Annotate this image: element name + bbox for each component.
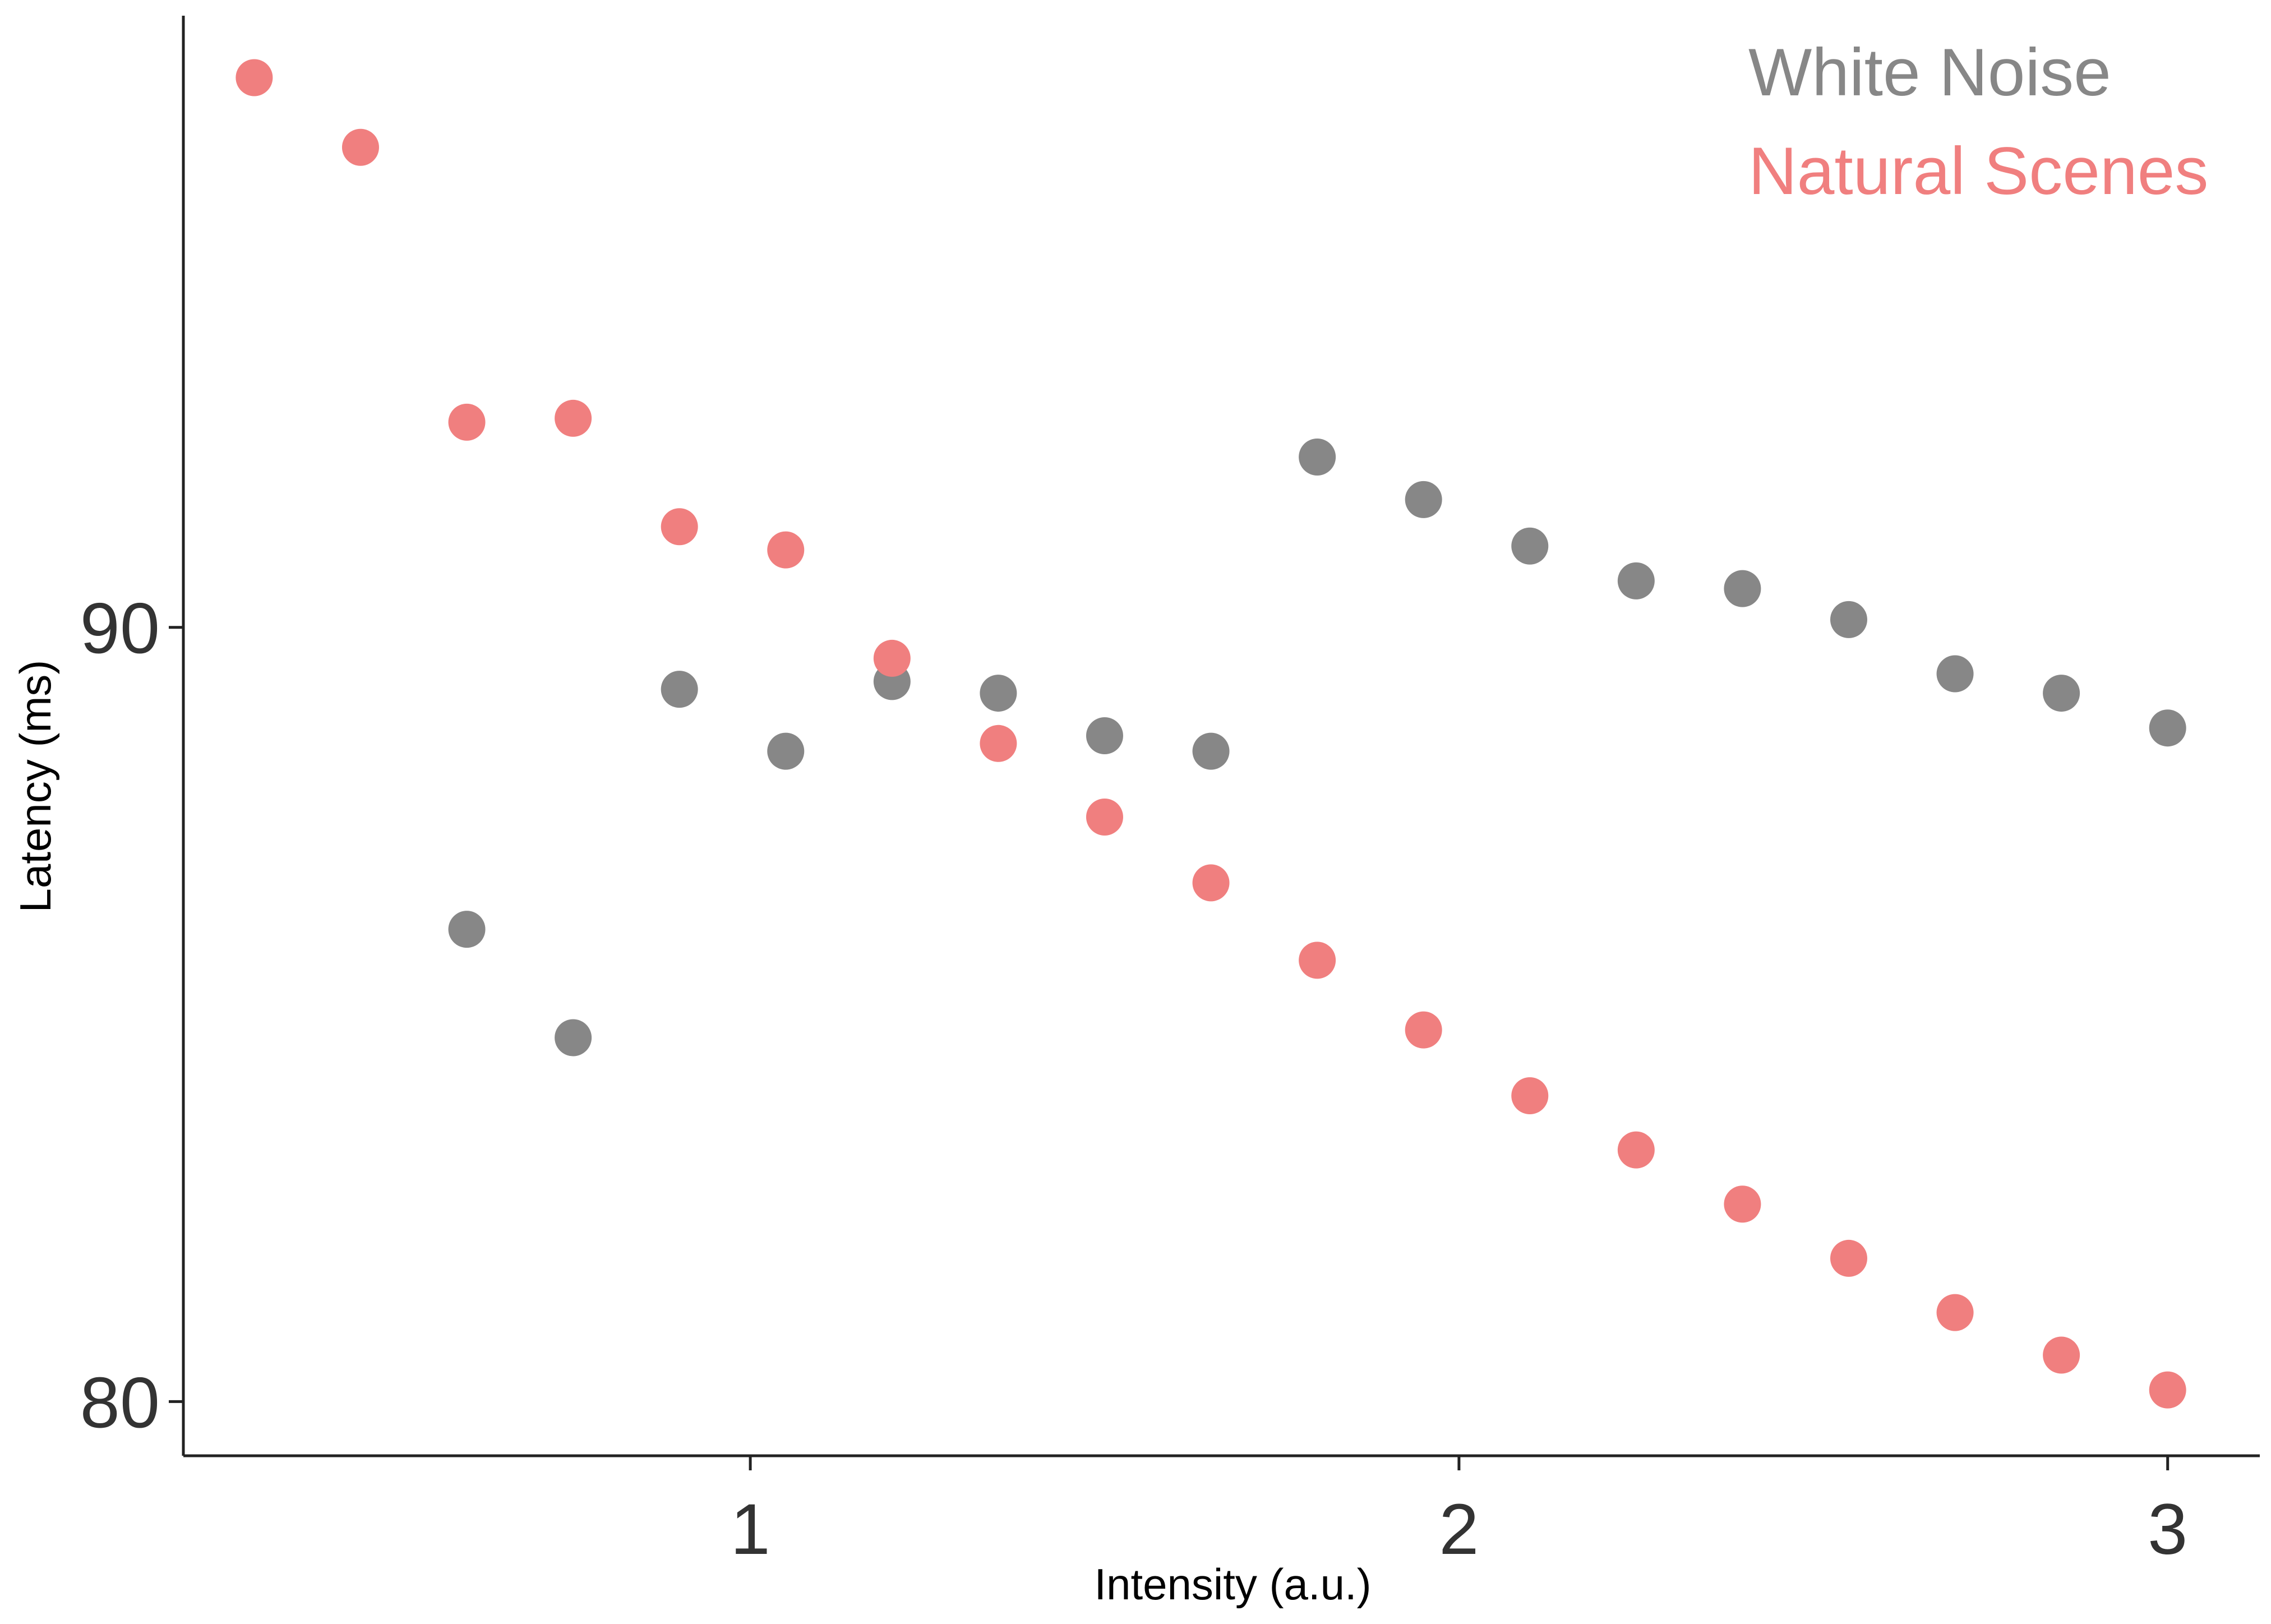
natural-scenes-point-3 [555,399,592,437]
natural-scenes-point-13 [1617,1131,1655,1169]
natural-scenes-point-15 [1830,1239,1867,1277]
y-tick-label-80: 80 [80,1363,160,1443]
natural-scenes-point-4 [661,508,698,546]
white-noise-point-11 [1617,562,1655,599]
natural-scenes-point-6 [873,639,911,677]
white-noise-point-2 [661,671,698,708]
white-noise-point-10 [1511,527,1549,565]
x-axis-ticks: 1 2 3 [730,1456,2187,1570]
natural-scenes-point-12 [1511,1077,1549,1114]
white-noise-point-12 [1724,570,1761,607]
white-noise-point-14 [1936,655,1974,693]
legend-entry-white-noise: White Noise [1748,35,2111,110]
legend-entry-natural-scenes: Natural Scenes [1748,133,2208,209]
natural-scenes-point-0 [236,59,273,96]
white-noise-point-0 [448,911,486,948]
x-tick-label-1: 1 [730,1489,770,1570]
x-tick-label-3: 3 [2148,1489,2187,1570]
x-axis-title: Intensity (a.u.) [1094,1560,1371,1609]
y-tick-label-90: 90 [80,589,160,669]
white-noise-point-1 [555,1019,592,1056]
natural-scenes-point-8 [1086,798,1123,836]
y-axis-ticks: 80 90 [80,589,183,1443]
natural-scenes-point-18 [2149,1371,2186,1409]
natural-scenes-point-17 [2043,1336,2080,1374]
data-points [236,59,2186,1409]
axes [182,16,2260,1457]
natural-scenes-point-10 [1299,942,1336,979]
white-noise-point-7 [1192,732,1230,770]
x-tick-label-2: 2 [1439,1489,1479,1570]
white-noise-point-15 [2043,675,2080,712]
white-noise-point-16 [2149,709,2186,747]
legend: White Noise Natural Scenes [1748,35,2208,209]
white-noise-point-9 [1405,481,1442,518]
natural-scenes-point-1 [341,128,379,166]
white-noise-point-8 [1299,438,1336,476]
natural-scenes-point-11 [1405,1011,1442,1049]
white-noise-point-5 [980,675,1017,712]
natural-scenes-point-16 [1936,1294,1974,1331]
natural-scenes-point-14 [1724,1185,1761,1223]
natural-scenes-point-9 [1192,864,1230,902]
white-noise-point-6 [1086,717,1123,754]
white-noise-point-13 [1830,601,1867,638]
natural-scenes-point-5 [767,531,805,569]
y-axis-title: Latency (ms) [11,660,60,913]
natural-scenes-point-2 [448,403,486,441]
white-noise-point-3 [767,732,805,770]
natural-scenes-point-7 [980,725,1017,762]
